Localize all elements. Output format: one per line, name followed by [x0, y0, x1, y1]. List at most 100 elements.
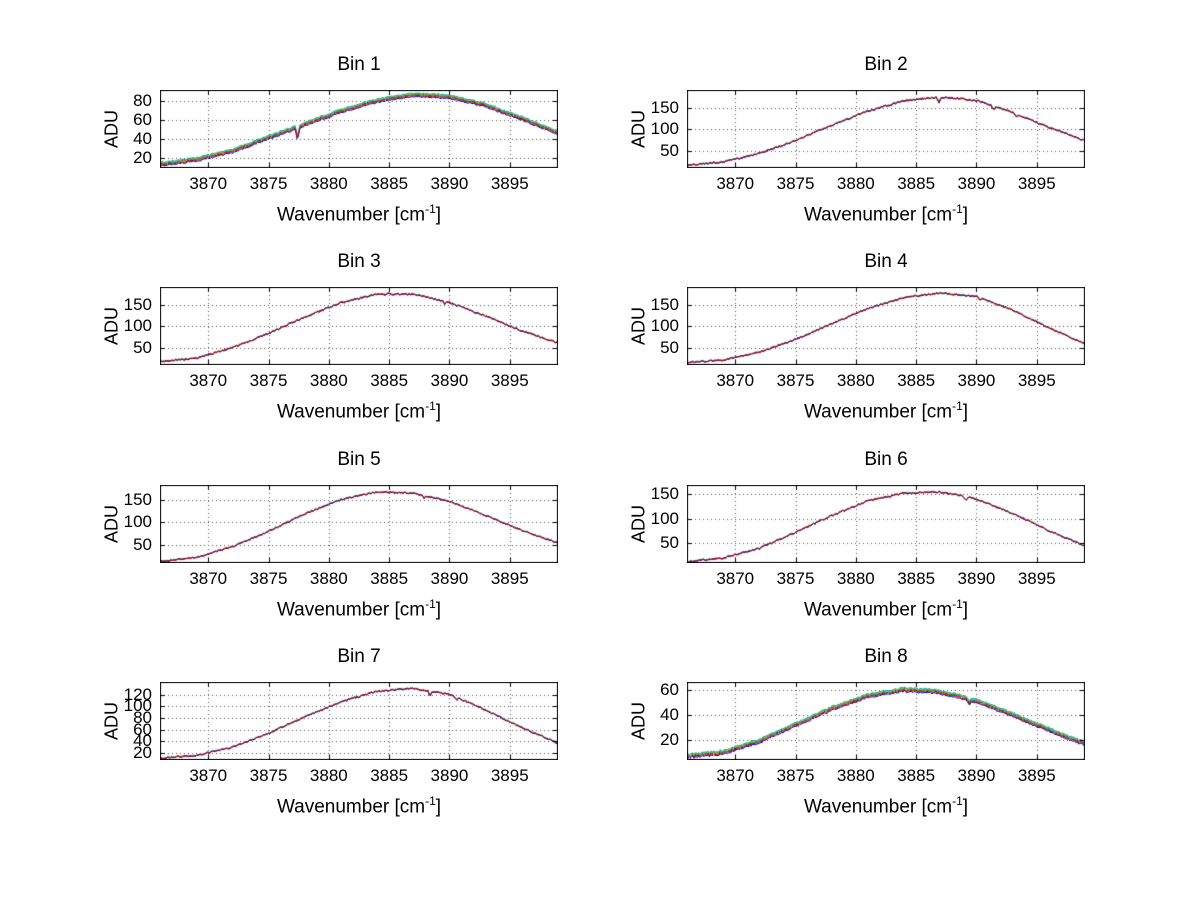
y-tick-label: 100: [123, 696, 152, 716]
x-tick-label: 3890: [957, 766, 996, 785]
x-axis-label-sup: -1: [952, 202, 963, 216]
subplot-bin-4: Bin 4 ADU 50 100 150 3870 3875 3880 3885 3890 3…: [577, 247, 1092, 442]
x-axis-label: Wavenumber [cm-1]: [687, 202, 1085, 226]
y-tick-label: 50: [133, 337, 152, 357]
x-tick-label: 3890: [957, 174, 996, 193]
x-tick-label: 3885: [897, 569, 936, 588]
x-tick-label: 3875: [776, 174, 815, 193]
x-axis-label-sup: -1: [952, 794, 963, 808]
x-tick-label: 3875: [249, 174, 288, 193]
y-tick-labels: 50 100 150: [50, 287, 156, 365]
y-tick-label: 100: [650, 119, 679, 139]
x-tick-label: 3885: [897, 174, 936, 193]
y-tick-label: 50: [660, 140, 679, 160]
x-tick-label: 3895: [1017, 371, 1056, 390]
subplot-title: Bin 8: [864, 646, 908, 667]
y-tick-labels: 50 100 150: [50, 485, 156, 563]
x-tick-label: 3885: [370, 174, 409, 193]
x-tick-label: 3870: [716, 174, 755, 193]
x-axis-label-text: Wavenumber [cm: [276, 796, 426, 818]
x-tick-labels: 3870 3875 3880 3885 3890 3895: [160, 172, 558, 194]
x-tick-label: 3870: [189, 569, 228, 588]
y-tick-label: 100: [123, 512, 152, 532]
subplot-bin-1: Bin 1 ADU 20 40 60 80 3870 3875 3880 3885 3890 3…: [50, 50, 565, 245]
x-axis-label-text: Wavenumber [cm: [276, 401, 426, 423]
x-tick-label: 3895: [1017, 569, 1056, 588]
x-tick-label: 3895: [490, 371, 529, 390]
x-axis-label: Wavenumber [cm-1]: [687, 399, 1085, 423]
x-tick-label: 3875: [249, 766, 288, 785]
x-tick-labels: 3870 3875 3880 3885 3890 3895: [160, 369, 558, 391]
x-tick-label: 3895: [490, 569, 529, 588]
y-tick-labels: 20 40 60 80: [50, 90, 156, 168]
x-tick-label: 3870: [716, 371, 755, 390]
y-tick-label: 150: [123, 295, 152, 314]
y-tick-labels: 20 40 60: [577, 680, 683, 760]
x-tick-label: 3880: [836, 371, 875, 390]
x-tick-label: 3895: [490, 766, 529, 785]
y-tick-label: 120: [123, 684, 152, 704]
y-tick-label: 80: [133, 91, 152, 111]
y-tick-label: 20: [133, 148, 152, 168]
x-tick-labels: 3870 3875 3880 3885 3890 3895: [687, 369, 1085, 391]
x-axis-label-text: Wavenumber [cm: [276, 599, 426, 621]
y-tick-labels: 50 100 150: [577, 287, 683, 365]
y-tick-label: 50: [660, 533, 679, 553]
plot-area: [160, 682, 558, 760]
x-tick-label: 3890: [957, 569, 996, 588]
x-tick-label: 3875: [249, 371, 288, 390]
y-tick-label: 100: [650, 316, 679, 336]
x-tick-label: 3885: [370, 371, 409, 390]
y-tick-label: 20: [660, 729, 679, 749]
y-tick-label: 50: [133, 534, 152, 554]
x-axis-label-suffix: ]: [435, 796, 442, 818]
y-tick-label: 150: [650, 295, 679, 314]
x-tick-label: 3880: [836, 174, 875, 193]
plot-area: [160, 90, 558, 168]
y-tick-label: 100: [650, 508, 679, 528]
x-axis-label-sup: -1: [425, 597, 436, 611]
y-tick-labels: 50 100 150: [577, 90, 683, 168]
x-tick-label: 3895: [1017, 174, 1056, 193]
x-tick-label: 3880: [309, 569, 348, 588]
y-tick-label: 40: [660, 704, 679, 724]
subplot-title: Bin 5: [337, 449, 381, 470]
x-axis-label-sup: -1: [425, 399, 436, 413]
plot-area: [687, 90, 1085, 168]
x-tick-label: 3880: [309, 766, 348, 785]
x-tick-labels: 3870 3875 3880 3885 3890 3895: [687, 172, 1085, 194]
subplot-bin-6: Bin 6 ADU 50 100 150 3870 3875 3880 3885 3890 3…: [577, 445, 1092, 640]
x-tick-label: 3890: [430, 174, 469, 193]
subplot-title: Bin 2: [864, 54, 908, 75]
plot-area: [687, 485, 1085, 563]
x-axis-label: Wavenumber [cm-1]: [160, 597, 558, 621]
x-tick-label: 3870: [716, 766, 755, 785]
x-axis-label-sup: -1: [425, 794, 436, 808]
x-axis-label-text: Wavenumber [cm: [803, 204, 953, 226]
y-tick-label: 150: [650, 483, 679, 503]
x-axis-label-text: Wavenumber [cm: [803, 401, 953, 423]
x-axis-label-suffix: ]: [435, 599, 442, 621]
subplot-title: Bin 4: [864, 251, 908, 272]
plot-area: [687, 287, 1085, 365]
x-tick-label: 3870: [189, 766, 228, 785]
x-axis-label-sup: -1: [952, 597, 963, 611]
subplot-title: Bin 3: [337, 251, 381, 272]
plot-area: [160, 287, 558, 365]
x-tick-label: 3870: [189, 174, 228, 193]
x-axis-label-suffix: ]: [435, 204, 442, 226]
y-tick-label: 50: [660, 337, 679, 357]
x-tick-label: 3890: [430, 569, 469, 588]
y-tick-label: 60: [133, 719, 152, 739]
y-tick-labels: 20 40 60 80 100 120: [50, 682, 156, 761]
x-axis-label: Wavenumber [cm-1]: [687, 794, 1085, 818]
x-tick-label: 3880: [836, 569, 875, 588]
x-tick-label: 3875: [776, 569, 815, 588]
x-tick-label: 3890: [430, 371, 469, 390]
x-axis-label-text: Wavenumber [cm: [276, 204, 426, 226]
x-tick-label: 3880: [309, 174, 348, 193]
x-tick-label: 3895: [1017, 766, 1056, 785]
x-tick-label: 3875: [776, 371, 815, 390]
subplot-bin-7: Bin 7 ADU 20 40 60 80 100 120 3870 3875 3880 388…: [50, 642, 565, 837]
y-tick-label: 40: [133, 129, 152, 149]
